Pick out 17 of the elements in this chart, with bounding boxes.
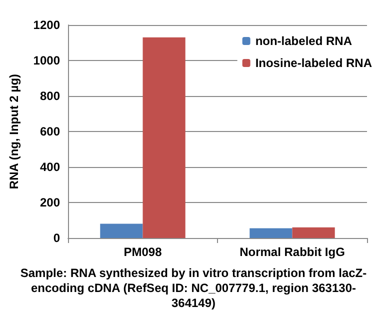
y-tick-label: 200: [40, 196, 60, 210]
bar: [100, 224, 143, 238]
text: Sample: RNA synthesized by in vitro transcription from lacZ-encoding cDNA (RefSeq ID: NC_007779.1, region 363130-364149): [19, 266, 368, 311]
y-tick-label: 1200: [33, 18, 60, 32]
bar: [292, 227, 335, 238]
x-tick-label: PM098: [124, 245, 162, 259]
x-tick-label: Normal Rabbit IgG: [240, 245, 345, 259]
legend-label: non-labeled RNA: [255, 34, 352, 48]
y-tick-label: 400: [40, 160, 60, 174]
y-tick-label: 800: [40, 89, 60, 103]
legend-label: Inosine-labeled RNA: [255, 56, 372, 70]
bar: [250, 228, 292, 238]
y-tick-label: 0: [53, 231, 60, 245]
y-axis-title: RNA (ng, Input 2 µg): [7, 74, 21, 190]
bar: [142, 37, 186, 238]
y-tick-label: 1000: [33, 54, 60, 68]
y-tick-label: 600: [40, 124, 60, 138]
